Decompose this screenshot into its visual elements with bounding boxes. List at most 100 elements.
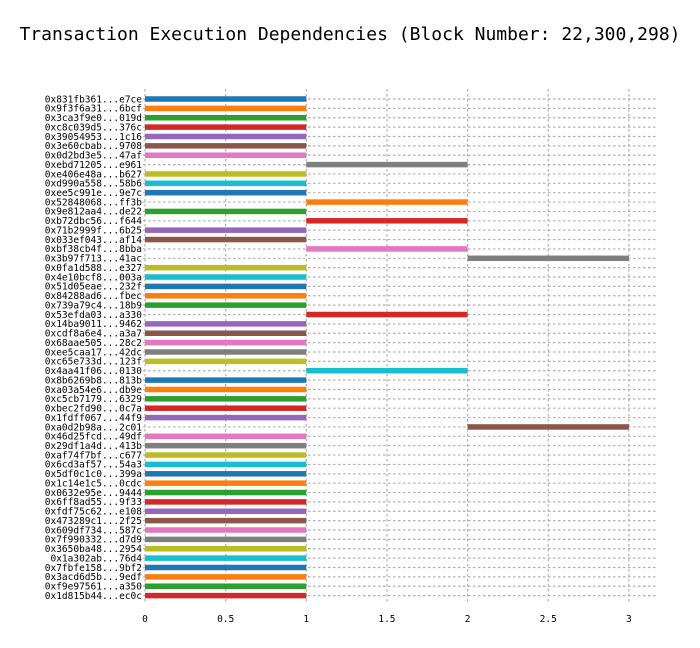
transaction-bar (145, 546, 307, 552)
transaction-bar (145, 143, 307, 149)
transaction-bar (145, 171, 307, 177)
chart-title: Transaction Execution Dependencies (Bloc… (19, 24, 680, 45)
y-tick-label: 0x3b97f713...41ac (45, 254, 142, 265)
transaction-bar (145, 349, 307, 355)
y-tick-label: 0x3650ba48...2954 (45, 544, 143, 555)
transaction-bar (145, 564, 307, 571)
transaction-bar (145, 96, 307, 102)
y-tick-label: 0xee5caa17...42dc (45, 347, 142, 358)
y-tick-label: 0x609df734...587c (45, 525, 142, 536)
y-tick-label: 0x1c14e1c5...0cdc (45, 478, 142, 489)
transaction-bar (145, 302, 307, 308)
y-tick-label: 0x1a302ab...76d4 (50, 553, 142, 564)
y-tick-label: 0xd990a558...58b6 (45, 179, 143, 190)
transaction-bar (145, 452, 307, 458)
transaction-bar (306, 161, 468, 168)
y-tick-label: 0xcdf8a6e4...a3a7 (45, 329, 142, 340)
transaction-bar (145, 461, 307, 468)
y-tick-label: 0x6ff8ad55...9f33 (45, 497, 142, 508)
y-tick-label: 0xc5cb7179...6329 (45, 394, 143, 405)
y-tick-label: 0x7f990332...d7d9 (45, 535, 143, 546)
y-tick-label: 0xaf74f7bf...c677 (45, 450, 142, 461)
y-tick-label: 0x6cd3af57...54a3 (45, 460, 142, 471)
transaction-bar (145, 236, 307, 243)
x-tick-label: 0 (142, 614, 148, 625)
transaction-bar (145, 330, 307, 336)
y-tick-label: 0xc65e733d...123f (45, 357, 142, 368)
transaction-bar (145, 339, 307, 346)
transaction-bar (145, 414, 307, 421)
y-tick-label: 0xa03a54e6...db9e (45, 385, 143, 396)
transaction-bar (145, 583, 307, 589)
transaction-bar (145, 499, 307, 505)
y-tick-label: 0x7fbfe158...9bf2 (45, 563, 142, 574)
y-tick-label: 0xbf38cb4f...8bba (45, 244, 142, 255)
y-tick-label: 0x3ca3f9e0...019d (45, 113, 142, 124)
y-tick-label: 0xfdf75c62...e108 (45, 507, 143, 518)
transaction-bar (145, 536, 307, 543)
x-tick-label: 0.5 (217, 614, 234, 625)
transaction-bar (145, 508, 307, 515)
transaction-bar (145, 592, 307, 599)
transaction-bar (145, 574, 307, 580)
transaction-bar (145, 114, 307, 121)
transaction-bar (145, 517, 307, 524)
transaction-bar (306, 199, 468, 205)
x-tick-label: 1.5 (378, 614, 395, 625)
y-tick-label: 0x29df1a4d...413b (45, 441, 143, 452)
y-tick-label: 0x1d815b44...ec0c (45, 591, 142, 602)
y-tick-label: 0xebd71205...e961 (45, 160, 143, 171)
y-tick-label: 0x9e812aa4...de22 (45, 207, 142, 218)
transaction-bar (145, 133, 307, 140)
transaction-bar (306, 311, 468, 318)
transaction-bar (145, 124, 307, 130)
x-tick-label: 1 (303, 614, 309, 625)
transaction-bar (467, 255, 629, 262)
y-tick-label: 0x831fb361...e7ce (45, 94, 143, 105)
x-tick-label: 3 (626, 614, 632, 625)
transaction-bar (145, 283, 307, 290)
transaction-bar (145, 386, 307, 393)
y-tick-label: 0x473289c1...2f25 (45, 516, 142, 527)
y-tick-label: 0x46d25fcd...49df (45, 432, 142, 443)
y-tick-label: 0x3acd6d5b...9edf (45, 572, 142, 583)
transaction-bar (306, 246, 468, 252)
transaction-bar (145, 189, 307, 196)
transaction-bar (145, 293, 307, 299)
y-tick-label: 0x5df0c1c0...399a (45, 469, 142, 480)
transaction-bar (145, 105, 307, 112)
transaction-bar (145, 527, 307, 533)
transaction-bar (145, 264, 307, 271)
transaction-bar (145, 152, 307, 158)
transaction-bar (145, 471, 307, 477)
y-tick-label: 0x84288ad6...fbec (45, 291, 142, 302)
transaction-bar (145, 227, 307, 233)
y-tick-label: 0x4aa41f06...0130 (45, 366, 143, 377)
y-tick-label: 0xe406e48a...b627 (45, 169, 142, 180)
transaction-bar (145, 396, 307, 402)
x-tick-label: 2 (465, 614, 471, 625)
y-tick-label: 0x9f3f6a31...6bcf (45, 104, 142, 115)
transaction-bar (306, 367, 468, 374)
transaction-bar (306, 218, 468, 224)
transaction-bar (145, 208, 307, 215)
y-tick-label: 0xb72dbc56...f644 (45, 216, 143, 227)
y-tick-label: 0x14ba9011...9462 (45, 319, 142, 330)
y-tick-label: 0x033ef043...af14 (45, 235, 143, 246)
transaction-bar (467, 424, 629, 430)
y-tick-label: 0xbec2fd90...0c7a (45, 404, 142, 415)
y-axis-tick-labels: 0x831fb361...e7ce0x9f3f6a31...6bcf0x3ca3… (45, 94, 143, 602)
y-tick-label: 0xee5c991e...9e7c (45, 188, 142, 199)
y-tick-label: 0x8b6269b8...813b (45, 375, 143, 386)
y-tick-label: 0x0fa1d588...e327 (45, 263, 142, 274)
transaction-bar (145, 321, 307, 327)
x-axis-tick-labels: 0 0.5 1 1.5 2 2.5 3 (142, 614, 632, 625)
y-tick-label: 0x0632e95e...9444 (45, 488, 143, 499)
y-tick-label: 0x0d2bd3e5...47af (45, 151, 142, 162)
y-tick-label: 0x53efda03...a330 (45, 310, 143, 321)
y-tick-label: 0xf9e97561...a350 (45, 582, 143, 593)
transaction-bar (145, 555, 307, 561)
y-tick-label: 0x68aae505...28c2 (45, 338, 142, 349)
transaction-bar (145, 442, 307, 449)
